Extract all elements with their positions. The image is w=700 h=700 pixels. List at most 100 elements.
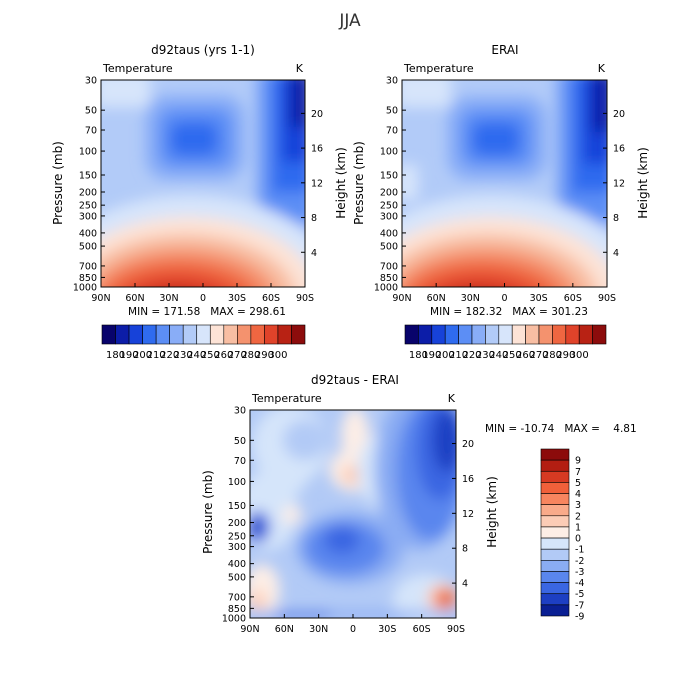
x-tick-label: 30N <box>159 293 178 304</box>
colorbar-swatch <box>540 548 570 561</box>
x-tick-label: 30S <box>228 293 246 304</box>
y-tick-label: 700 <box>79 261 97 272</box>
x-tick-label: 90S <box>296 293 314 304</box>
y-tick-label: 100 <box>79 147 97 158</box>
colorbar-swatch <box>511 324 526 345</box>
colorbar-label: 290 <box>255 350 274 361</box>
y-axis-title: Pressure (mb) <box>51 141 65 225</box>
y-tick-label: 200 <box>79 187 97 198</box>
y-tick-label: 250 <box>79 201 97 212</box>
x-tick-label: 90S <box>447 624 465 635</box>
colorbar-label: -4 <box>575 578 584 589</box>
y-right-tick-label: 16 <box>462 474 474 485</box>
colorbar-swatch <box>196 324 211 345</box>
colorbar-label: 260 <box>214 350 233 361</box>
y-tick-label: 70 <box>85 126 97 137</box>
stats-text: MIN = 171.58 MAX = 298.61 <box>128 306 286 318</box>
colorbar-swatch <box>540 593 570 606</box>
colorbar-swatch <box>418 324 433 345</box>
colorbar-label: 190 <box>422 350 441 361</box>
y-right-tick-label: 20 <box>462 439 474 450</box>
y-tick-label: 150 <box>228 501 246 512</box>
panel-variable-label: Temperature <box>102 62 173 75</box>
x-tick-label: 60N <box>427 293 446 304</box>
colorbar-swatch <box>540 504 570 517</box>
colorbar-swatch <box>471 324 486 345</box>
colorbar-label: 0 <box>575 534 581 545</box>
colorbar-swatch <box>182 324 198 345</box>
colorbar-swatch <box>101 324 116 345</box>
colorbar-swatch <box>540 571 570 583</box>
colorbar-label: 3 <box>575 500 581 511</box>
y-tick-label: 400 <box>380 228 398 239</box>
x-tick-label: 60N <box>125 293 144 304</box>
colorbar-label: 230 <box>476 350 495 361</box>
y-right-tick-label: 4 <box>613 248 619 259</box>
colorbar-swatch <box>291 324 306 345</box>
colorbar-label: 250 <box>201 350 220 361</box>
x-tick-label: 90N <box>240 624 259 635</box>
y-tick-label: 250 <box>380 201 398 212</box>
colorbar-swatch <box>264 324 279 345</box>
colorbar-swatch <box>485 324 500 345</box>
colorbar-label: 230 <box>174 350 193 361</box>
colorbar-label: -9 <box>575 612 584 623</box>
y-right-tick-label: 20 <box>311 109 323 120</box>
x-tick-label: 60S <box>262 293 280 304</box>
contour-field <box>250 410 456 618</box>
y-tick-label: 200 <box>228 518 246 529</box>
y-tick-label: 850 <box>228 604 246 615</box>
y-tick-label: 30 <box>234 406 246 417</box>
colorbar-label: 200 <box>133 350 152 361</box>
y-right-tick-label: 12 <box>613 178 625 189</box>
colorbar-label: 270 <box>529 350 548 361</box>
y-tick-label: 70 <box>234 456 246 467</box>
colorbar-label: 290 <box>556 350 575 361</box>
colorbar-swatch <box>431 324 446 345</box>
y-tick-label: 50 <box>85 106 97 117</box>
panel-reanalysis: ERAI Temperature K <box>352 43 650 361</box>
y-right-tick-label: 16 <box>613 144 625 155</box>
y-axis-title: Pressure (mb) <box>201 470 215 554</box>
height-axis: 20 16 12 8 4 <box>452 439 474 590</box>
colorbar-label: -1 <box>575 545 584 556</box>
colorbar-swatch <box>404 324 419 345</box>
colorbar-swatch <box>540 482 570 494</box>
panel-title: ERAI <box>491 43 518 57</box>
colorbar-label: 1 <box>575 522 581 533</box>
y-tick-label: 700 <box>228 592 246 603</box>
x-tick-label: 0 <box>200 293 206 304</box>
colorbar-label: 260 <box>516 350 535 361</box>
colorbar-label: 4 <box>575 489 581 500</box>
x-tick-label: 90N <box>392 293 411 304</box>
y-tick-label: 850 <box>380 273 398 284</box>
colorbar-label: 9 <box>575 456 581 467</box>
colorbar-swatch <box>540 526 570 539</box>
colorbar-label: -3 <box>575 567 584 578</box>
y-tick-label: 50 <box>234 436 246 447</box>
x-tick-label: 90S <box>598 293 616 304</box>
colorbar-label: -2 <box>575 556 584 567</box>
y-right-tick-label: 12 <box>311 178 323 189</box>
colorbar-label: -7 <box>575 600 584 611</box>
y-tick-label: 400 <box>79 228 97 239</box>
stats-text: MIN = 182.32 MAX = 301.23 <box>430 306 588 318</box>
colorbar-swatch <box>250 324 265 345</box>
colorbar-label: 250 <box>503 350 522 361</box>
colorbar-label: 210 <box>449 350 468 361</box>
colorbar-swatch <box>538 324 553 345</box>
latitude-axis: 90N 60N 30N 0 30S 60S 90S <box>91 283 314 304</box>
y-tick-label: 1000 <box>73 283 97 294</box>
y-tick-label: 100 <box>380 147 398 158</box>
x-tick-label: 0 <box>501 293 507 304</box>
y-tick-label: 300 <box>380 211 398 222</box>
colorbar-label: 220 <box>462 350 481 361</box>
panel-title: d92taus (yrs 1-1) <box>151 43 255 57</box>
y-tick-label: 200 <box>380 187 398 198</box>
colorbar-swatch <box>540 459 570 472</box>
colorbar-label: 7 <box>575 467 581 478</box>
colorbar-swatch <box>237 324 252 345</box>
y-axis-title: Pressure (mb) <box>352 141 366 225</box>
